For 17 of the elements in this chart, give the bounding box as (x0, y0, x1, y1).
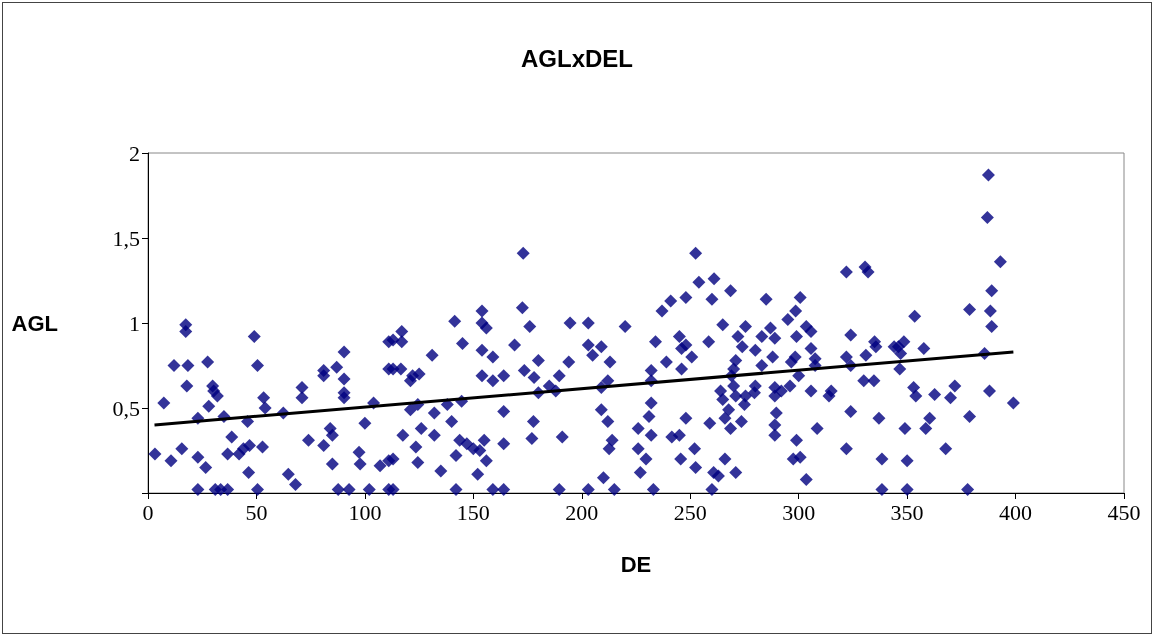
x-tick-label: 450 (1107, 499, 1141, 525)
x-tick-label: 100 (348, 499, 382, 525)
y-tick-label: 2 (129, 140, 140, 166)
x-tick-label: 300 (782, 499, 816, 525)
x-tick-label: 200 (565, 499, 599, 525)
chart-title: AGLxDEL (520, 44, 634, 72)
x-tick-label: 50 (245, 499, 268, 525)
x-tick-label: 0 (142, 499, 154, 525)
y-tick-label: 0,5 (112, 395, 140, 421)
y-tick-label: 1 (129, 310, 140, 336)
x-tick-label: 400 (999, 499, 1033, 525)
x-tick-label: 150 (456, 499, 490, 525)
x-axis-title: DE (620, 551, 652, 577)
x-tick-label: 250 (673, 499, 707, 525)
x-tick-label: 350 (890, 499, 924, 525)
y-tick-label: 1,5 (112, 225, 140, 251)
y-axis-title: AGL (11, 310, 58, 336)
